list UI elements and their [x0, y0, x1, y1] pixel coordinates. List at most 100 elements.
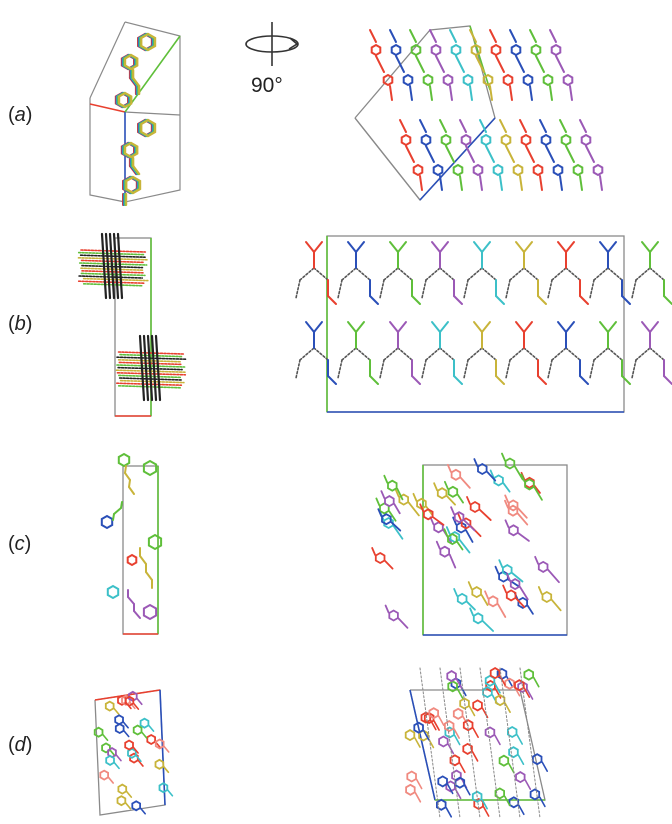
bond [481, 798, 488, 810]
bond [422, 729, 430, 741]
bond [138, 334, 146, 402]
bond [411, 295, 421, 305]
bond [446, 783, 454, 795]
bond [494, 683, 501, 694]
bond [459, 175, 463, 191]
bond [467, 267, 483, 281]
bond [341, 267, 357, 281]
bond [120, 501, 123, 509]
aromatic-ring [114, 722, 125, 735]
bond [504, 519, 510, 529]
bond [482, 620, 494, 632]
bond [593, 347, 609, 361]
aromatic-ring [508, 746, 519, 759]
aromatic-ring [550, 43, 562, 57]
bond [313, 267, 329, 281]
bond [515, 241, 525, 253]
bond [585, 145, 595, 163]
bond [142, 334, 150, 402]
bond [559, 175, 563, 191]
bond [524, 779, 532, 790]
bond [482, 806, 490, 817]
bond [388, 510, 397, 522]
bond [425, 267, 441, 281]
bond [443, 528, 449, 538]
bond [369, 375, 379, 385]
panel-b-right-cell [326, 235, 625, 413]
aromatic-ring [562, 73, 574, 87]
bond [494, 565, 500, 575]
bond [439, 119, 447, 133]
bond [415, 778, 423, 790]
bond [299, 267, 315, 281]
bond [463, 279, 469, 299]
bond [104, 232, 112, 300]
bond [479, 667, 501, 819]
bond [509, 85, 513, 101]
bond [523, 347, 539, 361]
bond [113, 507, 122, 515]
aromatic-ring [432, 163, 444, 177]
aromatic-ring [422, 73, 434, 87]
bond [473, 458, 479, 467]
bond [485, 145, 495, 163]
bond [433, 482, 439, 492]
bond [453, 728, 460, 739]
panel-d-right-molecules [404, 667, 548, 819]
bond [505, 279, 511, 299]
bond [383, 267, 399, 281]
bond [77, 280, 146, 285]
bond [369, 29, 377, 43]
bond [509, 347, 525, 361]
aromatic-ring [442, 73, 454, 87]
bond [145, 571, 153, 581]
aromatic-ring [117, 452, 131, 468]
bond [443, 480, 449, 490]
panel-d-left-molecules [93, 690, 174, 815]
aromatic-ring [420, 133, 432, 147]
bond [481, 347, 497, 361]
bond [117, 384, 182, 389]
bond [119, 353, 183, 358]
aromatic-ring [388, 609, 399, 622]
aromatic-ring [93, 726, 104, 738]
bond [484, 590, 489, 600]
bond [355, 347, 371, 361]
aromatic-ring [482, 73, 494, 87]
aromatic-ring [494, 787, 506, 800]
panel-label-d: (d) [8, 734, 33, 756]
bond [133, 610, 141, 619]
bond [465, 529, 474, 543]
aromatic-ring [154, 758, 165, 770]
bond [547, 279, 553, 299]
aromatic-ring [131, 800, 142, 812]
bond [479, 119, 487, 133]
bond [412, 492, 418, 502]
bond [499, 119, 507, 133]
bond [383, 474, 389, 484]
bond [495, 55, 505, 73]
aromatic-ring [400, 133, 412, 147]
aromatic-ring [405, 783, 416, 796]
aromatic-ring [472, 163, 484, 177]
aromatic-ring [462, 719, 474, 732]
bond [475, 55, 485, 73]
aromatic-ring [484, 726, 496, 739]
aromatic-ring [100, 514, 114, 530]
aromatic-ring [105, 754, 115, 766]
bond [607, 321, 617, 333]
bond [79, 254, 146, 259]
bond [389, 321, 399, 333]
aromatic-ring [460, 133, 472, 147]
bond [446, 463, 452, 473]
bond [435, 55, 445, 73]
aromatic-ring [580, 133, 592, 147]
bond [341, 347, 357, 361]
bond [511, 572, 524, 583]
bond [463, 359, 469, 379]
aromatic-ring [505, 589, 517, 602]
bond [375, 497, 381, 507]
aromatic-ring [158, 782, 169, 794]
aromatic-ring [117, 783, 128, 795]
bond [166, 788, 174, 797]
